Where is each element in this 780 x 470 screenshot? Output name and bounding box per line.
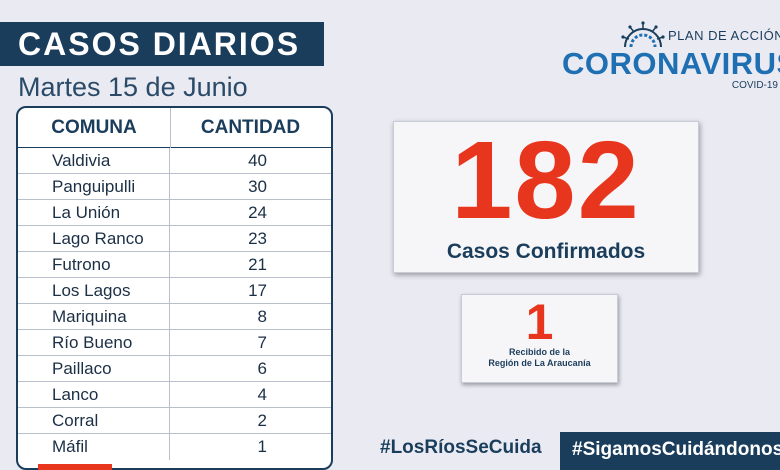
table-row: Panguipulli 30 [18, 174, 331, 200]
column-header-cantidad: CANTIDAD [200, 116, 301, 138]
column-divider [170, 108, 171, 148]
table-header: COMUNA CANTIDAD [18, 108, 331, 148]
cell-cantidad: 8 [257, 306, 267, 326]
table-row: Valdivia 40 [18, 148, 331, 174]
logo-covid-text: COVID-19 [731, 80, 778, 91]
cell-comuna: Panguipulli [18, 174, 170, 199]
cell-comuna: Máfil [18, 434, 170, 460]
received-label-line2: Región de La Araucanía [488, 358, 591, 368]
table-row: La Unión 24 [18, 200, 331, 226]
hashtag-sigamos: #SigamosCuidándonos [572, 439, 780, 460]
hashtag-los-rios: #LosRíosSeCuida [380, 437, 542, 458]
cell-comuna: Lanco [18, 382, 170, 407]
title-banner: CASOS DIARIOS [0, 22, 324, 66]
cell-cantidad: 6 [257, 358, 267, 378]
cell-comuna: Río Bueno [18, 330, 170, 355]
cell-comuna: Corral [18, 408, 170, 433]
logo-coronavirus-text: CORONAVIRUS [562, 46, 780, 81]
cell-cantidad: 17 [248, 280, 267, 300]
total-cases-card: 182 Casos Confirmados [393, 121, 699, 273]
cases-table: COMUNA CANTIDAD Valdivia 40 Panguipulli 30 L… [16, 106, 333, 470]
cell-cantidad: 30 [248, 176, 267, 196]
cell-cantidad: 21 [248, 254, 267, 274]
cell-comuna: Los Lagos [18, 278, 170, 303]
table-row: Paillaco 6 [18, 356, 331, 382]
cell-comuna: La Unión [18, 200, 170, 225]
table-row: Máfil 1 [18, 434, 331, 460]
red-accent-bar [38, 464, 112, 470]
cell-comuna: Futrono [18, 252, 170, 277]
coronavirus-plan-logo: PLAN DE ACCIÓN CORONAVIRUS COVID-19 [560, 18, 780, 98]
table-row: Lago Ranco 23 [18, 226, 331, 252]
cell-comuna: Paillaco [18, 356, 170, 381]
cell-cantidad: 23 [248, 228, 267, 248]
cell-comuna: Mariquina [18, 304, 170, 329]
table-row: Futrono 21 [18, 252, 331, 278]
table-row: Río Bueno 7 [18, 330, 331, 356]
page-subtitle-date: Martes 15 de Junio [18, 72, 248, 102]
virus-icon [621, 21, 665, 48]
table-row: Mariquina 8 [18, 304, 331, 330]
total-cases-label: Casos Confirmados [446, 240, 646, 263]
cell-cantidad: 4 [257, 384, 267, 404]
received-label-line1: Recibido de la [508, 347, 570, 357]
logo-plan-text: PLAN DE ACCIÓN [668, 28, 780, 43]
table-body: Valdivia 40 Panguipulli 30 La Unión 24 Lago Ra… [18, 148, 331, 460]
cell-comuna: Valdivia [18, 148, 170, 173]
cell-cantidad: 40 [248, 150, 267, 170]
table-row: Los Lagos 17 [18, 278, 331, 304]
received-cases-card: 1 Recibido de la Región de La Araucanía [461, 294, 618, 383]
table-row: Corral 2 [18, 408, 331, 434]
total-cases-number: 182 [451, 119, 641, 242]
received-cases-number: 1 [525, 294, 554, 350]
cell-cantidad: 1 [257, 437, 267, 456]
cell-cantidad: 7 [257, 332, 267, 352]
hashtag-banner: #SigamosCuidándonos [560, 432, 780, 470]
cell-comuna: Lago Ranco [18, 226, 170, 251]
cell-cantidad: 2 [257, 410, 267, 430]
received-cases-label: Recibido de la Región de La Araucanía [462, 347, 617, 369]
column-header-comuna: COMUNA [51, 116, 137, 138]
cell-cantidad: 24 [248, 202, 267, 222]
table-row: Lanco 4 [18, 382, 331, 408]
page-title: CASOS DIARIOS [18, 26, 301, 62]
